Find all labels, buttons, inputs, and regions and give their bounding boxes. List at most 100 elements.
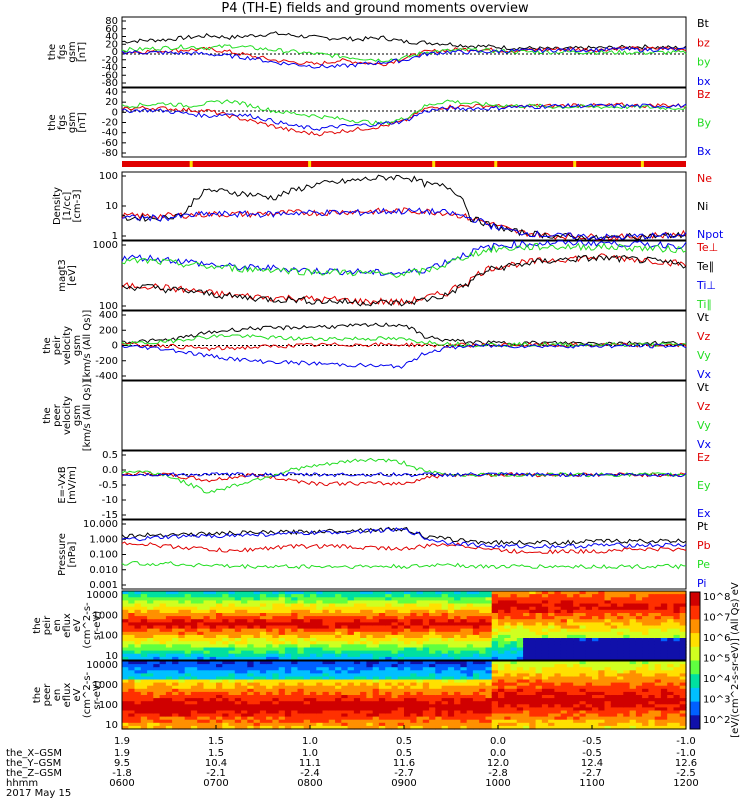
spectrogram-cell xyxy=(598,622,606,627)
spectrogram-cell xyxy=(378,722,386,727)
spectrogram-cell xyxy=(234,622,242,627)
spectrogram-cell xyxy=(372,638,380,642)
spectrogram-cell xyxy=(310,597,317,601)
spectrogram-cell xyxy=(585,625,593,630)
y-tick-label: 100 xyxy=(99,171,118,182)
spectrogram-cell xyxy=(216,725,223,730)
series-By xyxy=(121,99,687,126)
spectrogram-cell xyxy=(122,691,129,696)
spectrogram-cell xyxy=(397,719,405,724)
spectrogram-cell xyxy=(466,619,474,623)
spectrogram-cell xyxy=(498,644,505,648)
spectrogram-cell xyxy=(504,616,512,620)
spectrogram-cell xyxy=(385,644,393,648)
spectrogram-cell xyxy=(573,653,581,658)
spectrogram-cell xyxy=(165,698,173,702)
spectrogram-cell xyxy=(416,606,424,611)
spectrogram-cell xyxy=(397,670,405,674)
spectrogram-cell xyxy=(510,682,518,687)
spectrogram-cell xyxy=(284,641,292,645)
spectrogram-cell xyxy=(360,647,367,652)
spectrogram-cell xyxy=(190,653,198,658)
spectrogram-cell xyxy=(472,656,480,661)
spectrogram-cell xyxy=(184,707,192,712)
spectrogram-cell xyxy=(404,638,411,642)
spectrogram-cell xyxy=(447,695,455,699)
spectrogram-cell xyxy=(247,653,255,658)
spectrogram-cell xyxy=(247,600,255,605)
spectrogram-cell xyxy=(604,650,612,655)
spectrogram-cell xyxy=(335,603,342,608)
spectrogram-cell xyxy=(316,707,324,712)
spectrogram-cell xyxy=(416,676,424,681)
spectrogram-cell xyxy=(184,591,192,595)
spectrogram-cell xyxy=(447,673,455,678)
spectrogram-cell xyxy=(660,613,668,617)
spectrogram-cell xyxy=(134,641,142,645)
spectrogram-cell xyxy=(541,609,549,614)
spectrogram-cell xyxy=(610,719,618,724)
spectrogram-cell xyxy=(209,597,217,601)
spectrogram-cell xyxy=(504,679,512,684)
spectrogram-cell xyxy=(679,704,687,708)
spectrogram-cell xyxy=(284,616,292,620)
spectrogram-cell xyxy=(316,606,324,611)
spectrogram-cell xyxy=(284,688,292,693)
spectrogram-cell xyxy=(234,644,242,648)
spectrogram-cell xyxy=(435,594,443,598)
spectrogram-cell xyxy=(654,713,662,718)
spectrogram-cell xyxy=(491,685,499,690)
spectrogram-cell xyxy=(184,695,192,699)
spectrogram-cell xyxy=(266,710,273,715)
spectrogram-cell xyxy=(623,664,631,668)
spectrogram-cell xyxy=(241,613,248,617)
spectrogram-cell xyxy=(241,597,248,601)
spectrogram-cell xyxy=(385,609,393,614)
spectrogram-cell xyxy=(516,716,524,721)
spectrogram-cell xyxy=(498,673,505,678)
spectrogram-cell xyxy=(441,713,449,718)
spectrogram-cell xyxy=(278,695,286,699)
spectrogram-cell xyxy=(397,695,405,699)
series-Bt xyxy=(121,31,687,51)
spectrogram-cell xyxy=(548,710,555,715)
spectrogram-cell xyxy=(172,603,179,608)
spectrogram-cell xyxy=(259,664,267,668)
spectrogram-cell xyxy=(604,631,612,636)
spectrogram-cell xyxy=(673,719,681,724)
panel-frame xyxy=(121,590,687,661)
spectrogram-cell xyxy=(610,591,618,595)
spectrogram-cell xyxy=(585,656,593,661)
spectrogram-cell xyxy=(410,704,418,708)
spectrogram-cell xyxy=(629,725,637,730)
spectrogram-cell xyxy=(209,616,217,620)
spectrogram-cell xyxy=(491,676,499,681)
spectrogram-cell xyxy=(209,603,217,608)
spectrogram-cell xyxy=(679,647,687,652)
spectrogram-cell xyxy=(222,691,230,696)
spectrogram-cell xyxy=(498,695,505,699)
spectrogram-cell xyxy=(385,698,393,702)
spectrogram-cell xyxy=(184,673,192,678)
spectrogram-cell xyxy=(322,670,330,674)
colorbar-segment xyxy=(690,701,700,716)
spectrogram-cell xyxy=(391,634,399,639)
spectrogram-cell xyxy=(679,644,687,648)
spectrogram-cell xyxy=(197,634,205,639)
spectrogram-cell xyxy=(435,606,443,611)
spectrogram-cell xyxy=(472,676,480,681)
spectrogram-cell xyxy=(328,704,336,708)
spectrogram-cell xyxy=(679,603,687,608)
spectrogram-cell xyxy=(635,613,643,617)
spectrogram-cell xyxy=(372,698,380,702)
spectrogram-cell xyxy=(385,597,393,601)
spectrogram-cell xyxy=(310,679,317,684)
spectrogram-cell xyxy=(128,653,136,658)
spectrogram-cell xyxy=(159,716,167,721)
spectrogram-cell xyxy=(147,628,154,633)
spectrogram-cell xyxy=(360,616,367,620)
legend-entry: Ti⊥ xyxy=(696,279,716,292)
spectrogram-cell xyxy=(360,603,367,608)
spectrogram-cell xyxy=(203,664,211,668)
